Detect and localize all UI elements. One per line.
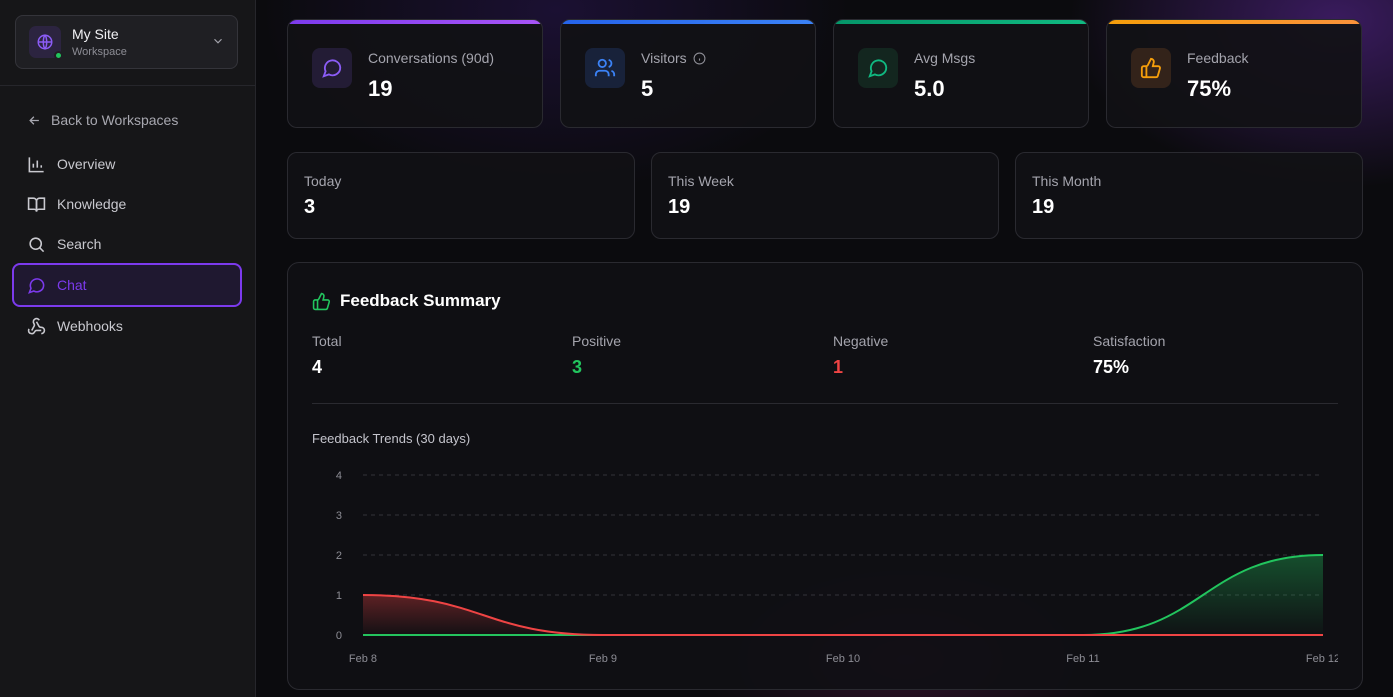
period-value: 19	[668, 196, 691, 218]
y-tick-label: 4	[336, 470, 342, 482]
stat-card-avg-msgs: Avg Msgs 5.0	[833, 19, 1089, 128]
chevron-down-icon	[211, 34, 225, 53]
stat-label: Visitors	[641, 50, 706, 66]
feedback-satisfaction: Satisfaction 75%	[1093, 333, 1165, 378]
webhook-icon	[27, 317, 46, 334]
main-content: Conversations (90d) 19 Visitors 5 Avg Ms…	[256, 0, 1393, 697]
sidebar-item-label: Search	[57, 236, 102, 252]
chat-bubble-icon	[312, 48, 352, 88]
feedback-positive-label: Positive	[572, 333, 622, 349]
feedback-summary-panel: Feedback Summary Total 4 Positive 3 Nega…	[287, 262, 1363, 690]
x-tick-label: Feb 10	[826, 653, 860, 665]
arrow-left-icon	[29, 115, 39, 125]
workspace-switcher[interactable]: My Site Workspace	[15, 15, 238, 69]
info-icon[interactable]	[693, 52, 706, 65]
period-card-this-month: This Month 19	[1015, 152, 1363, 239]
book-icon	[27, 196, 46, 212]
feedback-negative: Negative 1	[833, 333, 888, 378]
feedback-negative-value: 1	[833, 357, 844, 377]
sidebar-item-knowledge[interactable]: Knowledge	[12, 183, 242, 225]
message-circle-icon	[858, 48, 898, 88]
back-to-workspaces-link[interactable]: Back to Workspaces	[27, 110, 178, 130]
stat-value: 5.0	[914, 76, 945, 101]
sidebar-item-label: Knowledge	[57, 196, 127, 212]
feedback-total-label: Total	[312, 333, 342, 349]
sidebar-item-webhooks[interactable]: Webhooks	[12, 305, 242, 347]
period-label: This Week	[668, 173, 734, 189]
period-label: Today	[304, 173, 342, 189]
users-icon	[585, 48, 625, 88]
chat-bubble-icon	[28, 277, 45, 294]
stat-accent-bar	[561, 20, 815, 24]
feedback-satisfaction-value: 75%	[1093, 357, 1130, 377]
period-value: 19	[1032, 196, 1055, 218]
bar-chart-icon	[28, 156, 44, 172]
feedback-trends-chart: 0 1 2 3 4 Feb 8 Feb 9 Feb 10 Feb 11 Feb 12	[336, 470, 1338, 665]
series-line-negative	[362, 594, 1323, 636]
y-tick-label: 3	[336, 510, 342, 522]
stat-card-feedback: Feedback 75%	[1106, 19, 1362, 128]
feedback-summary-title: Feedback Summary	[340, 291, 501, 310]
stat-value: 19	[368, 76, 393, 101]
series-area-negative	[363, 595, 1323, 635]
workspace-name: My Site	[72, 26, 119, 42]
feedback-divider	[312, 403, 1338, 404]
y-tick-label: 0	[336, 630, 342, 642]
x-tick-label: Feb 8	[349, 653, 377, 665]
sidebar-divider	[0, 85, 255, 86]
search-icon	[29, 236, 45, 252]
series-area-positive	[363, 555, 1323, 635]
feedback-summary-header: Feedback Summary	[312, 291, 501, 311]
thumbs-up-icon	[1131, 48, 1171, 88]
sidebar-item-label: Chat	[57, 277, 87, 293]
online-status-dot	[54, 51, 63, 60]
feedback-total: Total 4	[312, 333, 342, 378]
y-tick-label: 1	[336, 590, 342, 602]
y-tick-label: 2	[336, 550, 342, 562]
stat-label: Avg Msgs	[914, 50, 976, 66]
back-label: Back to Workspaces	[51, 112, 179, 128]
x-tick-label: Feb 12	[1306, 653, 1338, 665]
sidebar-item-label: Webhooks	[57, 318, 123, 334]
sidebar-item-chat[interactable]: Chat	[12, 263, 242, 307]
x-tick-label: Feb 9	[589, 653, 617, 665]
feedback-positive: Positive 3	[572, 333, 621, 378]
globe-icon	[29, 26, 61, 58]
feedback-total-value: 4	[312, 357, 323, 377]
stat-label: Conversations (90d)	[368, 50, 495, 66]
feedback-trends-title: Feedback Trends (30 days)	[312, 431, 471, 446]
feedback-negative-label: Negative	[833, 333, 889, 349]
period-value: 3	[304, 196, 316, 218]
feedback-satisfaction-label: Satisfaction	[1093, 333, 1166, 349]
stat-accent-bar	[288, 20, 542, 24]
stat-value: 5	[641, 76, 654, 101]
sidebar-item-overview[interactable]: Overview	[12, 143, 242, 185]
stat-label: Feedback	[1187, 50, 1249, 66]
stat-card-visitors: Visitors 5	[560, 19, 816, 128]
thumbs-up-icon	[312, 292, 331, 310]
period-card-this-week: This Week 19	[651, 152, 999, 239]
stat-accent-bar	[1107, 20, 1361, 24]
sidebar: My Site Workspace Back to Workspaces Ove…	[0, 0, 256, 697]
period-card-today: Today 3	[287, 152, 635, 239]
feedback-positive-value: 3	[572, 357, 583, 377]
workspace-subtitle: Workspace	[72, 46, 127, 58]
sidebar-item-label: Overview	[57, 156, 116, 172]
stat-card-conversations: Conversations (90d) 19	[287, 19, 543, 128]
stat-value: 75%	[1187, 76, 1232, 101]
sidebar-item-search[interactable]: Search	[12, 223, 242, 265]
period-label: This Month	[1032, 173, 1102, 189]
x-tick-label: Feb 11	[1066, 653, 1099, 665]
stat-accent-bar	[834, 20, 1088, 24]
